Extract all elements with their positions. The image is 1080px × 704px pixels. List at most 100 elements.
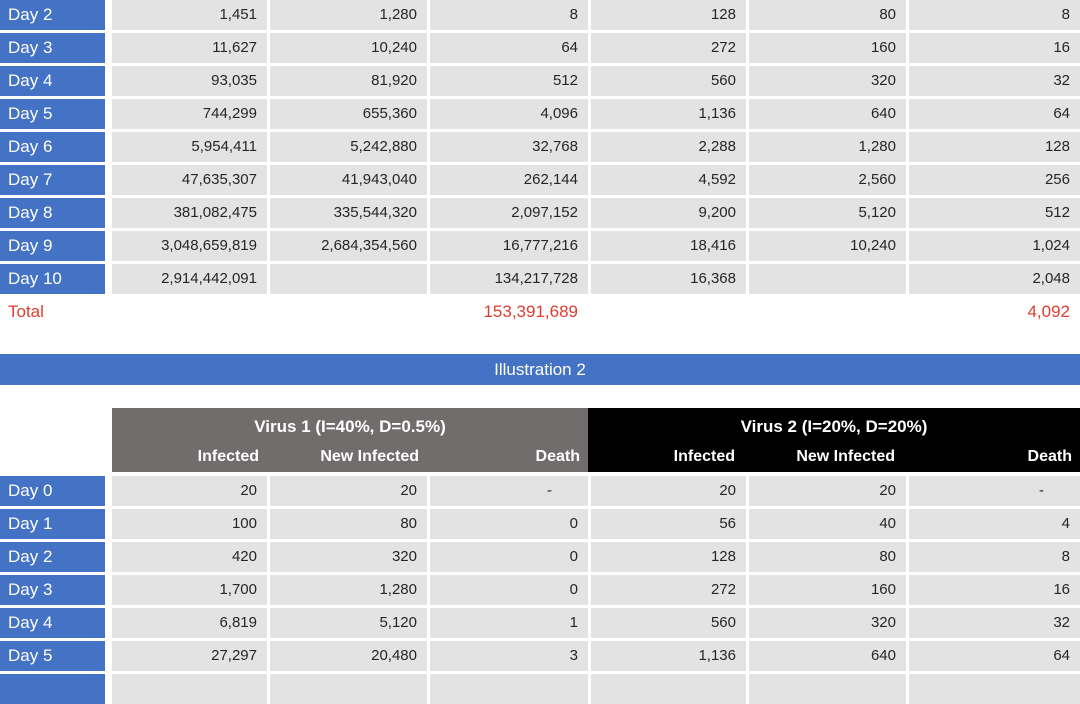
value-cell: 5,242,880 xyxy=(270,132,427,162)
value-cell: 128 xyxy=(591,0,746,30)
value-cell: 4,592 xyxy=(591,165,746,195)
value-cell: 56 xyxy=(591,509,746,539)
total-value-cell: 153,391,689 xyxy=(430,297,588,327)
value-cell: 2,048 xyxy=(909,264,1080,294)
value-cell: 272 xyxy=(591,575,746,605)
value-cell: 16,777,216 xyxy=(430,231,588,261)
total-value-cell xyxy=(591,297,746,327)
value-cell: 335,544,320 xyxy=(270,198,427,228)
virus1-col-infected: Infected xyxy=(197,447,259,465)
value-cell: 320 xyxy=(749,608,906,638)
value-cell: 16 xyxy=(909,575,1080,605)
value-cell: 1,024 xyxy=(909,231,1080,261)
day-label-cell: Day 4 xyxy=(0,66,109,96)
value-cell: 0 xyxy=(430,575,588,605)
value-cell: 100 xyxy=(112,509,267,539)
value-cell: 16,368 xyxy=(591,264,746,294)
day-label-cell: Day 2 xyxy=(0,0,109,30)
value-cell: 32,768 xyxy=(430,132,588,162)
value-cell: 744,299 xyxy=(112,99,267,129)
value-cell: 5,120 xyxy=(749,198,906,228)
illustration2-table: Day 0 20 20-20 20- Day 1 100 80 0 56 40 4 Day 2 420 3… xyxy=(0,476,1080,704)
value-cell: 6,819 xyxy=(112,608,267,638)
value-cell: 93,035 xyxy=(112,66,267,96)
value-cell: 10,240 xyxy=(749,231,906,261)
value-cell: 420 xyxy=(112,542,267,572)
value-cell: 20 xyxy=(591,476,746,506)
value-cell: 8 xyxy=(909,542,1080,572)
value-cell: 3,048,659,819 xyxy=(112,231,267,261)
value-cell: 8 xyxy=(909,0,1080,30)
value-cell: 560 xyxy=(591,66,746,96)
value-cell: 10,240 xyxy=(270,33,427,63)
value-cell: 0 xyxy=(430,509,588,539)
value-cell xyxy=(749,674,906,704)
value-cell: 64 xyxy=(909,99,1080,129)
value-cell: 160 xyxy=(749,575,906,605)
value-cell: 2,914,442,091 xyxy=(112,264,267,294)
illustration2-header: Virus 1 (I=40%, D=0.5%) Infected New Inf… xyxy=(0,408,1080,472)
virus2-col-infected: Infected xyxy=(673,447,735,465)
value-cell: 3 xyxy=(430,641,588,671)
value-cell xyxy=(749,264,906,294)
virus1-column-headers: Infected New Infected Death xyxy=(112,441,588,472)
value-cell: 9,200 xyxy=(591,198,746,228)
day-label-cell xyxy=(0,674,109,704)
virus1-col-death: Death xyxy=(535,447,580,465)
value-cell: 41,943,040 xyxy=(270,165,427,195)
virus1-title: Virus 1 (I=40%, D=0.5%) xyxy=(254,417,446,436)
value-cell: 1,700 xyxy=(112,575,267,605)
day-label-cell: Day 2 xyxy=(0,542,109,572)
value-cell: 5,120 xyxy=(270,608,427,638)
value-cell: 32 xyxy=(909,66,1080,96)
value-cell: 1,280 xyxy=(749,132,906,162)
day-label-cell: Day 8 xyxy=(0,198,109,228)
value-cell: 81,920 xyxy=(270,66,427,96)
value-cell: 11,627 xyxy=(112,33,267,63)
value-cell: 40 xyxy=(749,509,906,539)
header-spacer xyxy=(0,408,109,472)
day-label-cell: Day 5 xyxy=(0,641,109,671)
total-value-cell xyxy=(112,297,267,327)
value-cell: 80 xyxy=(270,509,427,539)
value-cell: 18,416 xyxy=(591,231,746,261)
value-cell: 128 xyxy=(591,542,746,572)
virus1-header-block: Virus 1 (I=40%, D=0.5%) Infected New Inf… xyxy=(112,408,588,472)
value-cell: 64 xyxy=(430,33,588,63)
day-label-cell: Day 3 xyxy=(0,33,109,63)
value-cell xyxy=(112,674,267,704)
total-value-cell xyxy=(749,297,906,327)
virus2-col-death: Death xyxy=(1027,447,1072,465)
value-cell: 320 xyxy=(749,66,906,96)
value-cell: 1,136 xyxy=(591,99,746,129)
value-cell: 256 xyxy=(909,165,1080,195)
day-label-cell: Day 7 xyxy=(0,165,109,195)
value-cell xyxy=(909,674,1080,704)
value-cell: 1,136 xyxy=(591,641,746,671)
value-cell: 2,288 xyxy=(591,132,746,162)
value-cell: 8 xyxy=(430,0,588,30)
day-label-cell: Day 4 xyxy=(0,608,109,638)
value-cell: 640 xyxy=(749,641,906,671)
value-cell xyxy=(430,674,588,704)
total-value-cell: 4,092 xyxy=(909,297,1080,327)
virus2-column-headers: Infected New Infected Death xyxy=(588,441,1080,472)
value-cell: 1,280 xyxy=(270,0,427,30)
value-cell: 2,560 xyxy=(749,165,906,195)
value-cell: 128 xyxy=(909,132,1080,162)
value-cell: 1 xyxy=(430,608,588,638)
value-cell: 4 xyxy=(909,509,1080,539)
day-label-cell: Day 3 xyxy=(0,575,109,605)
total-value-cell xyxy=(270,297,427,327)
day-label-cell: Day 5 xyxy=(0,99,109,129)
value-cell: 655,360 xyxy=(270,99,427,129)
value-cell: 80 xyxy=(749,0,906,30)
value-cell: 20 xyxy=(270,476,427,506)
value-cell: 20,480 xyxy=(270,641,427,671)
day-label-cell: Day 0 xyxy=(0,476,109,506)
value-cell xyxy=(270,674,427,704)
value-cell: 640 xyxy=(749,99,906,129)
value-cell: 2,684,354,560 xyxy=(270,231,427,261)
value-cell: 32 xyxy=(909,608,1080,638)
value-cell: 134,217,728 xyxy=(430,264,588,294)
